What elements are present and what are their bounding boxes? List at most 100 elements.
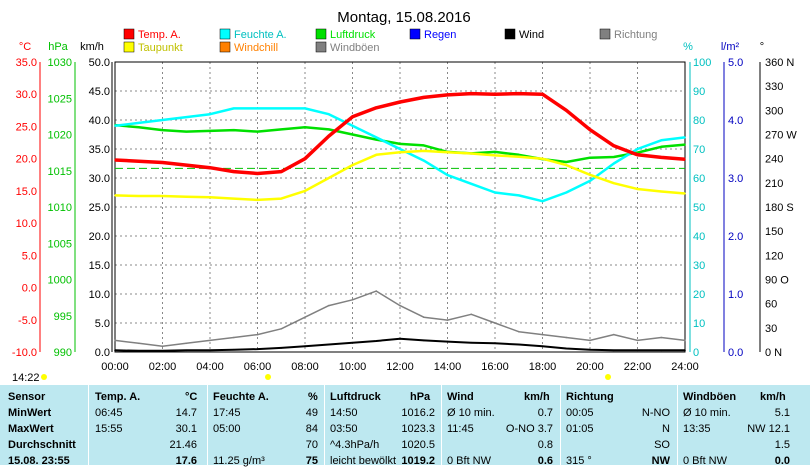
series-point	[518, 154, 520, 156]
series-point	[138, 160, 140, 162]
table-col-divider	[560, 385, 561, 465]
series-point	[304, 190, 306, 192]
series-point	[304, 126, 306, 129]
pressure-unit-label: hPa	[48, 41, 68, 53]
series-point	[209, 166, 211, 169]
series-point	[328, 304, 330, 307]
series-point	[185, 130, 188, 133]
table-cell-temp-time: 15:55	[95, 423, 123, 435]
axis-tick-label: 80	[693, 115, 705, 127]
table-row: MinWert 06:45 14.7 17:45 49 14:50 1016.2 Ø 10 m…	[0, 405, 810, 421]
series-point	[328, 135, 330, 137]
table-col-divider	[441, 385, 442, 465]
axis-tick-label: 210	[765, 178, 783, 190]
series-point	[280, 107, 283, 110]
sun-marker-dot	[265, 374, 271, 380]
x-tick-label: 16:00	[481, 361, 509, 373]
series-point	[351, 299, 354, 301]
series-point	[470, 92, 473, 95]
axes	[39, 62, 761, 352]
series-point	[351, 125, 354, 127]
series-point	[470, 183, 473, 185]
legend-label: Luftdruck	[330, 29, 376, 41]
series-point	[660, 190, 663, 193]
series-point	[446, 340, 449, 343]
table-cell-hum-time: 05:00	[213, 423, 241, 435]
series-point	[541, 157, 544, 160]
series-point	[351, 341, 354, 344]
axis-tick-label: 50.0	[89, 57, 110, 69]
x-tick-label: 04:00	[196, 361, 224, 373]
axis-tick-label: 30	[693, 260, 705, 272]
header-wind: Wind	[447, 391, 474, 403]
series-point	[470, 152, 473, 155]
table-cell-wind: 0.7	[537, 407, 553, 419]
series-point	[684, 339, 686, 342]
table-cell-gust-time: 13:35	[683, 423, 711, 435]
series-point	[423, 316, 425, 319]
series-point	[541, 93, 544, 95]
legend-label: Wind	[519, 29, 544, 41]
series-point	[280, 347, 283, 349]
series-point	[185, 195, 188, 198]
legend-label: Feuchte A.	[234, 29, 287, 41]
table-cell-dir: SO	[654, 439, 670, 451]
table-cell-press: 1019.2	[401, 455, 435, 467]
series-point	[233, 336, 235, 339]
table-cell-press-time: leicht bewölkt	[330, 455, 397, 467]
series-point	[209, 196, 211, 199]
table-cell-press: 1016.2	[401, 407, 435, 419]
series-point	[684, 158, 686, 161]
axis-tick-label: -5.0	[18, 315, 37, 327]
series-point	[446, 319, 449, 321]
axis-tick-label: 1000	[48, 275, 72, 287]
x-tick-label: 02:00	[149, 361, 177, 373]
legend-swatch	[504, 28, 516, 40]
series-point	[589, 174, 591, 176]
axis-tick-label: 1030	[48, 57, 72, 69]
series-point	[185, 342, 188, 345]
series-point	[565, 347, 568, 350]
table-cell-hum-time: 11.25 g/m³	[213, 455, 265, 467]
time-marker-label: 14:22	[12, 372, 40, 384]
series-point	[114, 159, 116, 161]
series-point	[256, 172, 259, 175]
series-point	[280, 328, 283, 330]
x-tick-label: 18:00	[529, 361, 557, 373]
table-cell-label: 15.08. 23:55	[8, 455, 70, 467]
header-sensor: Sensor	[8, 391, 46, 403]
series-point	[494, 151, 496, 153]
humidity-unit-label: %	[683, 41, 693, 53]
axis-tick-label: 1020	[48, 130, 72, 142]
table-cell-gust: 0.0	[774, 455, 790, 467]
series-point	[565, 191, 568, 194]
table-cell-gust: 5.1	[774, 407, 790, 419]
series-point	[328, 177, 330, 179]
series-point	[446, 94, 449, 96]
series-point	[256, 107, 259, 110]
axis-tick-label: 15.0	[89, 260, 110, 272]
series-point	[375, 154, 378, 156]
table-row: Durchschnitt 21.46 70 ^4.3hPa/h 1020.5 0.8 SO 1…	[0, 437, 810, 453]
axis-tick-label: 60	[765, 299, 777, 311]
series-point	[138, 350, 140, 352]
legend-swatch	[123, 41, 135, 53]
legend-swatch	[219, 28, 231, 40]
x-tick-label: 22:00	[624, 361, 652, 373]
axis-tick-label: 270 W	[765, 130, 797, 142]
axis-tick-label: 20	[693, 289, 705, 301]
axis-tick-label: 0 N	[765, 347, 782, 359]
axis-tick-label: 5.0	[95, 318, 110, 330]
table-cell-press: 1023.3	[401, 423, 435, 435]
x-tick-label: 14:00	[434, 361, 462, 373]
legend: Temp. A.Taupunkt Feuchte A.Windchill Luftd…	[123, 28, 657, 54]
rain-unit-label: l/m²	[721, 41, 740, 53]
series-point	[161, 129, 164, 131]
series-point	[351, 133, 354, 136]
series-point	[518, 330, 520, 333]
series-point	[185, 349, 188, 352]
sunset-marker-dot	[605, 374, 611, 380]
series-point	[114, 349, 116, 352]
series-point	[541, 200, 544, 202]
axis-tick-label: 0	[693, 347, 699, 359]
